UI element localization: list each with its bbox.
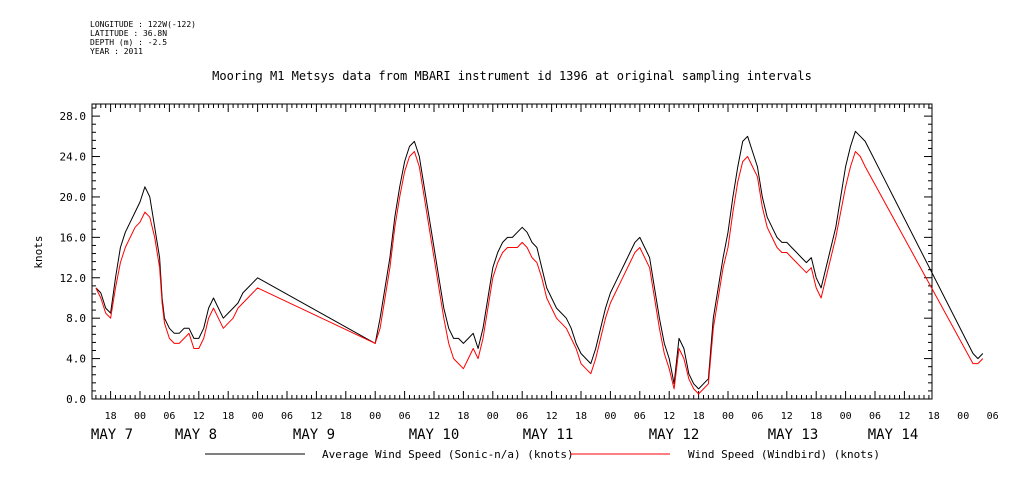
y-tick-label: 8.0 xyxy=(66,312,86,325)
chart-title: Mooring M1 Metsys data from MBARI instru… xyxy=(212,69,812,83)
series-line-windbird xyxy=(95,151,984,395)
y-tick-label: 20.0 xyxy=(60,191,87,204)
depth-label: DEPTH (m) : -2.5 xyxy=(90,38,168,47)
x-hour-label: 18 xyxy=(340,411,352,422)
x-hour-label: 00 xyxy=(134,411,146,422)
legend: Average Wind Speed (Sonic-n/a) (knots) W… xyxy=(205,448,880,461)
x-hour-label: 18 xyxy=(693,411,705,422)
y-tick-label: 24.0 xyxy=(60,151,87,164)
x-day-label: MAY 13 xyxy=(768,427,819,443)
x-hour-label: 00 xyxy=(252,411,264,422)
x-hour-label: 00 xyxy=(369,411,381,422)
x-hour-label: 12 xyxy=(546,411,558,422)
x-day-label: MAY 12 xyxy=(649,427,700,443)
x-hour-label: 06 xyxy=(281,411,293,422)
x-hour-label: 06 xyxy=(869,411,881,422)
x-hour-label: 18 xyxy=(810,411,822,422)
x-hour-label: 12 xyxy=(781,411,793,422)
x-tick-labels: 18 00 06 12 18 00 06 12 18 00 06 12 18 00 06 12 18 00 06 12… xyxy=(91,411,999,443)
x-day-label: MAY 7 xyxy=(91,427,133,443)
x-hour-label: 06 xyxy=(399,411,411,422)
x-hour-label: 18 xyxy=(222,411,234,422)
y-tick-label: 0.0 xyxy=(66,393,86,406)
x-day-label: MAY 14 xyxy=(868,427,919,443)
x-day-label: MAY 10 xyxy=(409,427,460,443)
series-lines xyxy=(95,130,984,395)
x-day-label: MAY 9 xyxy=(293,427,335,443)
x-day-label: MAY 11 xyxy=(523,427,574,443)
x-hour-label: 18 xyxy=(457,411,469,422)
x-hour-label: 06 xyxy=(987,411,999,422)
tick-marks xyxy=(92,104,932,400)
x-hour-label: 12 xyxy=(193,411,205,422)
year-label: YEAR : 2011 xyxy=(90,47,143,56)
y-tick-label: 12.0 xyxy=(60,272,87,285)
y-tick-label: 16.0 xyxy=(60,231,87,244)
legend-label-average-wind: Average Wind Speed (Sonic-n/a) (knots) xyxy=(322,448,574,461)
y-axis-label: knots xyxy=(32,235,45,268)
x-hour-label: 00 xyxy=(604,411,616,422)
plot-frame xyxy=(91,103,933,400)
longitude-label: LONGITUDE : 122W(-122) xyxy=(90,20,196,29)
x-day-label: MAY 8 xyxy=(175,427,217,443)
x-hour-label: 18 xyxy=(575,411,587,422)
x-hour-label: 06 xyxy=(634,411,646,422)
x-hour-label: 06 xyxy=(751,411,763,422)
x-hour-label: 06 xyxy=(516,411,528,422)
x-hour-label: 12 xyxy=(663,411,675,422)
x-hour-label: 00 xyxy=(957,411,969,422)
legend-label-windbird: Wind Speed (Windbird) (knots) xyxy=(688,448,880,461)
x-hour-label: 06 xyxy=(163,411,175,422)
x-hour-label: 00 xyxy=(840,411,852,422)
y-tick-labels: 0.0 4.0 8.0 12.0 16.0 20.0 24.0 28.0 xyxy=(60,110,87,406)
series-line-average-wind xyxy=(95,130,984,390)
x-hour-label: 12 xyxy=(310,411,322,422)
x-hour-label: 12 xyxy=(428,411,440,422)
x-hour-label: 18 xyxy=(928,411,940,422)
y-tick-label: 4.0 xyxy=(66,353,86,366)
x-hour-label: 00 xyxy=(722,411,734,422)
x-hour-label: 00 xyxy=(487,411,499,422)
y-tick-label: 28.0 xyxy=(60,110,87,123)
metadata-block: LONGITUDE : 122W(-122) LATITUDE : 36.8N … xyxy=(90,20,196,56)
latitude-label: LATITUDE : 36.8N xyxy=(90,29,168,38)
x-hour-label: 12 xyxy=(898,411,910,422)
x-hour-label: 18 xyxy=(105,411,117,422)
